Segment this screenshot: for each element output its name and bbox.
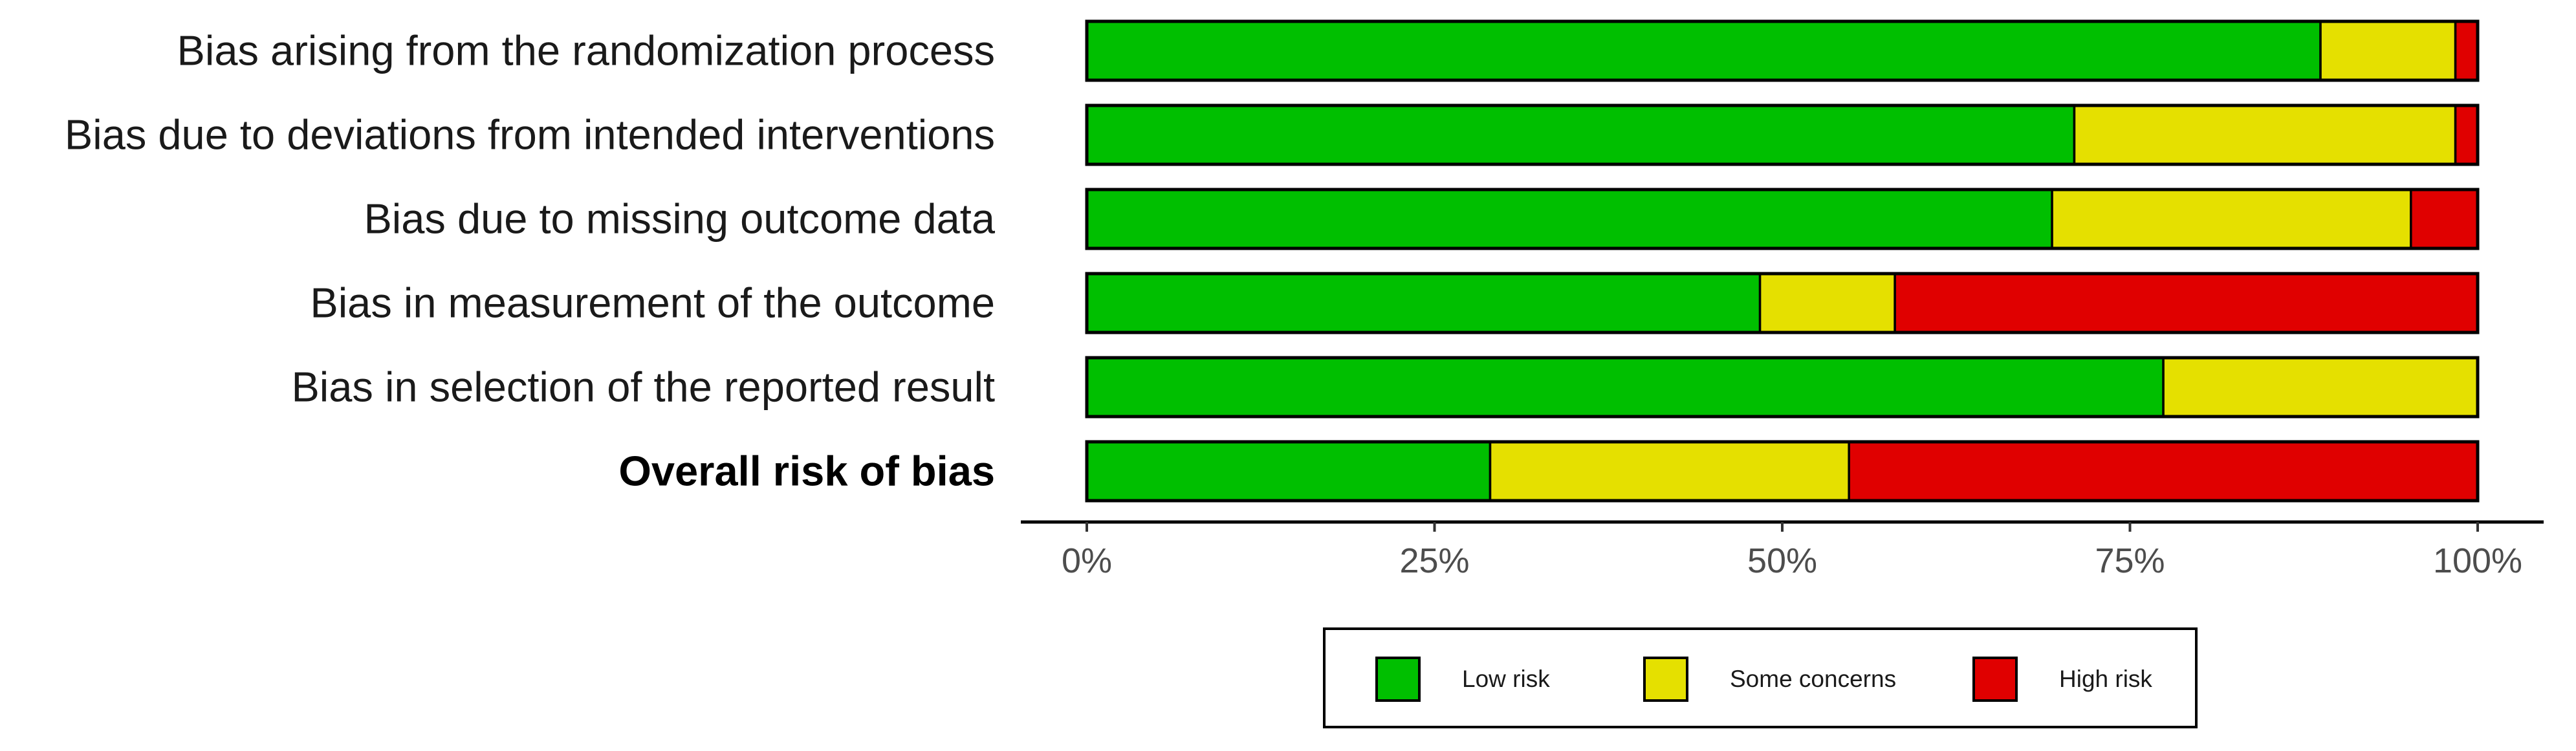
bar-segment-high-risk xyxy=(2454,104,2479,166)
bar-segment-some-concerns xyxy=(1758,272,1896,334)
bar-segment-high-risk xyxy=(2410,188,2479,250)
category-label: Overall risk of bias xyxy=(618,448,995,495)
bar-segment-some-concerns xyxy=(2051,188,2412,250)
bar-outline xyxy=(1085,356,2480,419)
category-label: Bias due to missing outcome data xyxy=(364,195,995,243)
bar-outline xyxy=(1085,188,2480,250)
bar-outline xyxy=(1085,272,2480,334)
category-label: Bias in selection of the reported result xyxy=(291,364,995,411)
bar-segment-low-risk xyxy=(1086,356,2165,418)
x-tick-label: 0% xyxy=(1062,541,1112,580)
x-axis: 0% 25% 50% 75% 100% xyxy=(1021,520,2544,580)
x-tick-label: 25% xyxy=(1399,541,1469,580)
bar-outline xyxy=(1085,440,2480,503)
bar-segment-some-concerns xyxy=(2319,20,2457,82)
category-label: Bias due to deviations from intended int… xyxy=(65,111,995,158)
bar-segment-high-risk xyxy=(1848,441,2479,502)
category-label: Bias in measurement of the outcome xyxy=(310,279,995,327)
legend-label: Low risk xyxy=(1462,666,1550,692)
bar-segment-some-concerns xyxy=(1489,441,1850,502)
legend-key-high-risk xyxy=(1972,657,2018,702)
x-tick-label: 100% xyxy=(2433,541,2522,580)
legend-label: Some concerns xyxy=(1730,666,1896,692)
bar-segment-low-risk xyxy=(1086,272,1762,334)
bar-segment-some-concerns xyxy=(2162,356,2479,418)
legend: Low risk Some concerns High risk xyxy=(1323,627,2198,728)
bar-segment-low-risk xyxy=(1086,441,1492,502)
bar-segment-high-risk xyxy=(2454,20,2479,82)
legend-key-some-concerns xyxy=(1643,657,1688,702)
legend-key-low-risk xyxy=(1375,657,1421,702)
bar-outline xyxy=(1085,19,2480,82)
bar-outline xyxy=(1085,103,2480,166)
legend-label: High risk xyxy=(2059,666,2152,692)
legend-box xyxy=(1323,627,2198,728)
bar-segment-high-risk xyxy=(1894,272,2479,334)
category-labels: Bias arising from the randomization proc… xyxy=(65,27,996,495)
bar-segment-low-risk xyxy=(1086,188,2053,250)
bar-segment-some-concerns xyxy=(2073,104,2457,166)
bar-segment-low-risk xyxy=(1086,104,2076,166)
bar-segment-low-risk xyxy=(1086,20,2322,82)
category-label: Bias arising from the randomization proc… xyxy=(177,27,995,74)
stacked-bars xyxy=(1085,19,2480,503)
x-tick-label: 50% xyxy=(1747,541,1817,580)
x-tick-label: 75% xyxy=(2095,541,2165,580)
